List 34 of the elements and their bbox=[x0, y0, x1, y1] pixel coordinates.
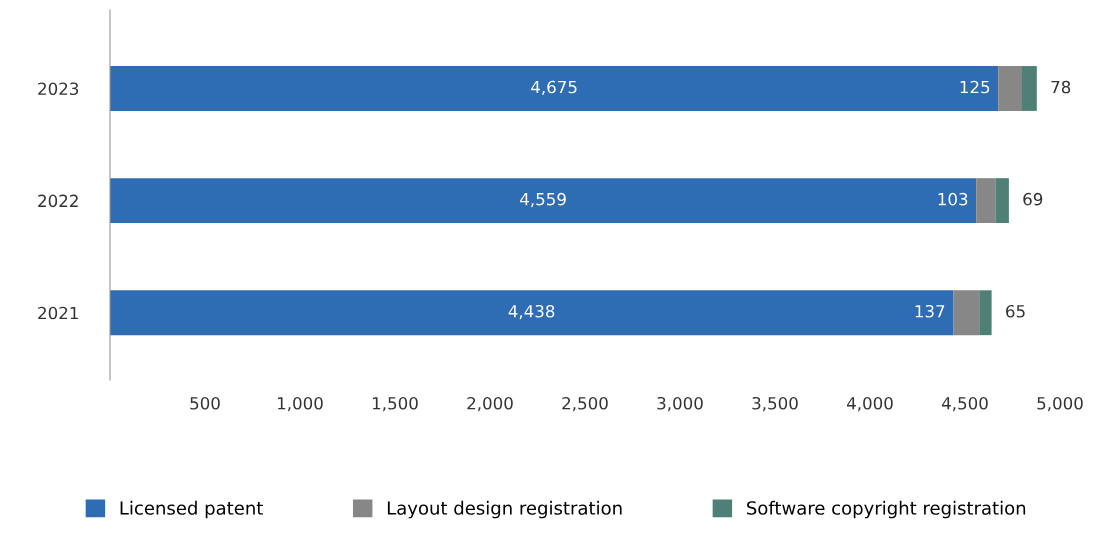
data-label: 137 bbox=[915, 304, 945, 318]
data-label: 125 bbox=[960, 80, 990, 94]
y-tick-label: 2021 bbox=[38, 306, 78, 320]
x-tick-label: 5,000 bbox=[1037, 396, 1083, 412]
y-tick-label: 2023 bbox=[38, 82, 79, 96]
bar bbox=[110, 290, 954, 336]
x-tick-label: 3,000 bbox=[657, 396, 703, 412]
x-tick-label: 2,500 bbox=[562, 396, 608, 412]
data-label: 4,675 bbox=[531, 80, 577, 96]
data-label: 4,438 bbox=[508, 304, 555, 320]
x-tick-label: 3,500 bbox=[752, 396, 798, 412]
bar bbox=[953, 290, 980, 336]
x-tick-label: 2,000 bbox=[467, 396, 513, 412]
y-tick-label: 2022 bbox=[38, 194, 78, 208]
data-label: 103 bbox=[938, 192, 968, 206]
data-label: 4,559 bbox=[520, 192, 566, 208]
data-label: 78 bbox=[1051, 80, 1071, 94]
bar bbox=[995, 178, 1009, 224]
bar bbox=[979, 290, 992, 336]
legend-label: Layout design registration bbox=[387, 500, 622, 519]
bar bbox=[976, 178, 996, 224]
legend-label: Licensed patent bbox=[120, 500, 263, 519]
x-tick-label: 1,000 bbox=[277, 396, 323, 412]
x-tick-label: 500 bbox=[190, 396, 220, 410]
legend-label: Software copyright registration bbox=[747, 500, 1026, 519]
x-tick-label: 4,000 bbox=[846, 396, 893, 412]
bar bbox=[110, 66, 999, 111]
data-label: 65 bbox=[1006, 304, 1025, 318]
bar bbox=[998, 66, 1022, 111]
x-tick-label: 4,500 bbox=[941, 396, 988, 412]
bar bbox=[110, 178, 977, 224]
data-label: 69 bbox=[1023, 192, 1043, 206]
bar bbox=[1022, 66, 1037, 111]
x-tick-label: 1,500 bbox=[372, 396, 418, 412]
